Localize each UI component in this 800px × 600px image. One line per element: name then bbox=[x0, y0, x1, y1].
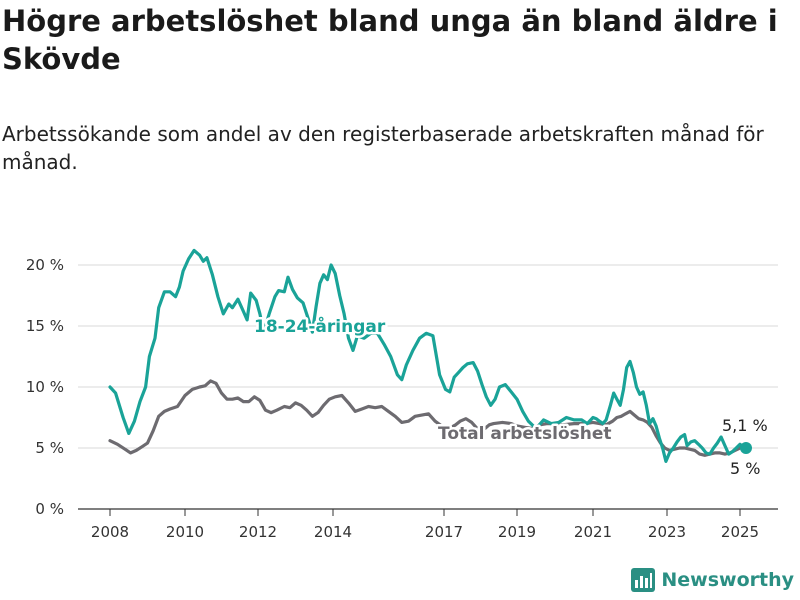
y-tick-label: 20 % bbox=[26, 256, 64, 274]
chart-title: Högre arbetslöshet bland unga än bland ä… bbox=[2, 4, 778, 76]
chart-subtitle: Arbetssökande som andel av den registerb… bbox=[2, 122, 764, 174]
newsworthy-logo: Newsworthy bbox=[631, 566, 794, 594]
end-value-total: 5 % bbox=[730, 459, 760, 478]
series-end-point bbox=[740, 442, 752, 454]
brand-name: Newsworthy bbox=[661, 569, 794, 591]
x-tick-label: 2025 bbox=[721, 523, 759, 541]
y-tick-label: 5 % bbox=[35, 439, 64, 457]
x-axis: 2008 2010 2012 2014 2017 2019 2021 2023 2025 bbox=[91, 509, 759, 541]
x-tick-label: 2023 bbox=[648, 523, 686, 541]
end-value-youth-halo: 5,1 % bbox=[722, 416, 768, 435]
x-tick-label: 2012 bbox=[239, 523, 277, 541]
series-line-total bbox=[108, 379, 746, 457]
bar-chart-icon bbox=[631, 568, 656, 592]
y-tick-label: 0 % bbox=[35, 500, 64, 518]
y-tick-label: 10 % bbox=[26, 378, 64, 396]
series-label-youth-halo: 18-24-åringar bbox=[254, 315, 386, 337]
gridlines bbox=[78, 264, 778, 510]
x-tick-label: 2017 bbox=[425, 523, 463, 541]
series-lines bbox=[108, 248, 752, 463]
x-tick-label: 2019 bbox=[498, 523, 536, 541]
x-tick-label: 2021 bbox=[574, 523, 612, 541]
x-tick-label: 2008 bbox=[91, 523, 129, 541]
series-label-youth: 18-24-åringar bbox=[254, 315, 386, 337]
series-label-total-halo: Total arbetslöshet bbox=[438, 424, 612, 444]
end-value-total-halo: 5 % bbox=[730, 459, 760, 478]
y-axis: 0 % 5 % 10 % 15 % 20 % bbox=[26, 256, 64, 518]
end-value-youth: 5,1 % bbox=[722, 416, 768, 435]
series-label-total: Total arbetslöshet bbox=[438, 424, 612, 444]
y-tick-label: 15 % bbox=[26, 317, 64, 335]
x-tick-label: 2010 bbox=[166, 523, 204, 541]
series-line-youth bbox=[108, 248, 746, 463]
x-tick-label: 2014 bbox=[314, 523, 352, 541]
